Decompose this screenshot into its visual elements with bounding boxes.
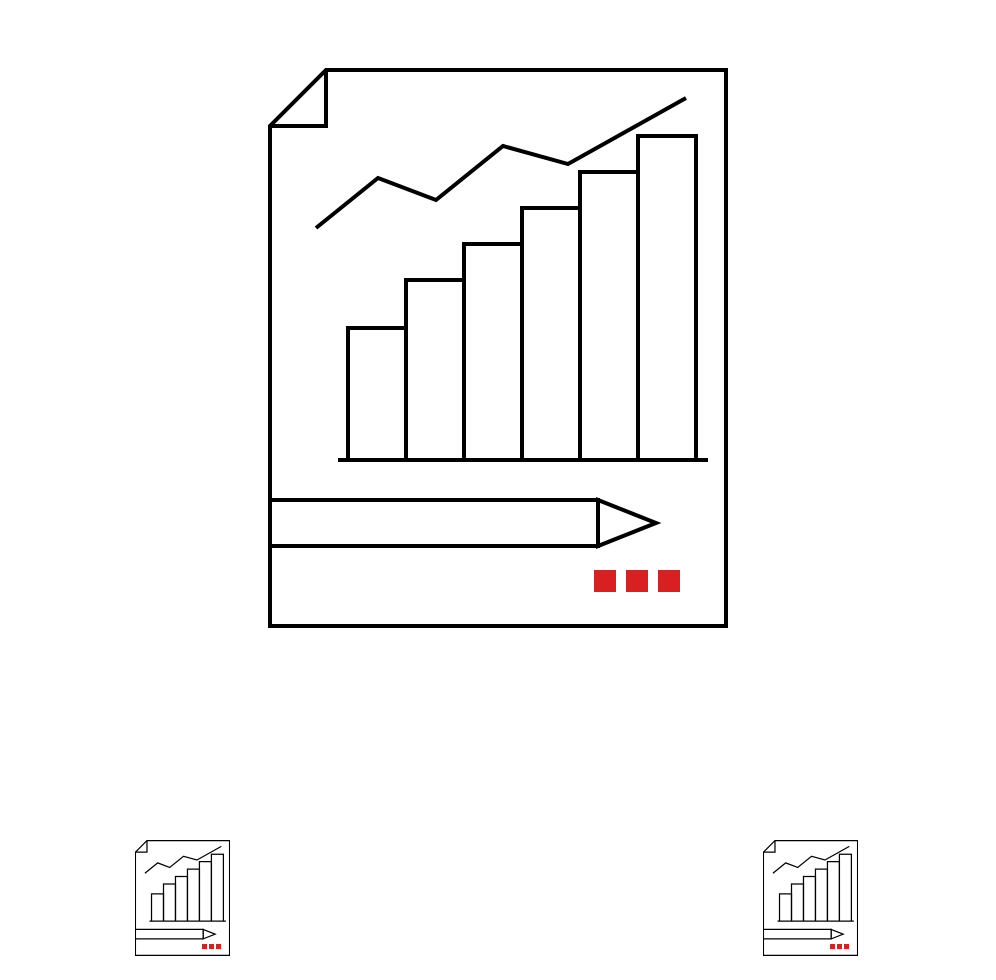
bar-2 xyxy=(164,884,176,921)
bar-6 xyxy=(638,136,696,460)
accent-dot xyxy=(626,570,648,592)
accent-dot xyxy=(209,944,214,949)
accent-dots xyxy=(202,944,221,949)
icon-sheet xyxy=(0,0,996,980)
statistics-report-svg xyxy=(135,840,230,956)
bar-3 xyxy=(464,244,522,460)
trend-line xyxy=(145,846,221,873)
trend-line xyxy=(773,846,849,873)
accent-dot xyxy=(594,570,616,592)
bar-4 xyxy=(522,208,580,460)
bar-1 xyxy=(152,894,164,921)
bar-5 xyxy=(580,172,638,460)
statistics-report-svg xyxy=(268,68,728,628)
bar-4 xyxy=(187,869,199,921)
bar-3 xyxy=(803,877,815,922)
accent-dots xyxy=(594,570,680,592)
bar-2 xyxy=(406,280,464,460)
bar-2 xyxy=(792,884,804,921)
document-outline xyxy=(270,70,726,626)
pencil-icon xyxy=(135,929,215,939)
statistics-report-icon-small-left xyxy=(135,840,230,956)
accent-dot xyxy=(202,944,207,949)
statistics-report-icon-small-right xyxy=(763,840,858,956)
accent-dot xyxy=(844,944,849,949)
trend-line xyxy=(316,98,686,228)
pencil-icon xyxy=(268,500,656,546)
bar-1 xyxy=(780,894,792,921)
bar-1 xyxy=(348,328,406,460)
bar-5 xyxy=(199,862,211,921)
bar-6 xyxy=(211,854,223,921)
statistics-report-svg xyxy=(763,840,858,956)
pencil-icon xyxy=(763,929,843,939)
accent-dot xyxy=(830,944,835,949)
bar-3 xyxy=(175,877,187,922)
accent-dot xyxy=(216,944,221,949)
accent-dot xyxy=(837,944,842,949)
bar-5 xyxy=(827,862,839,921)
accent-dot xyxy=(658,570,680,592)
bar-6 xyxy=(839,854,851,921)
statistics-report-icon-large xyxy=(268,68,728,628)
accent-dots xyxy=(830,944,849,949)
bar-4 xyxy=(815,869,827,921)
